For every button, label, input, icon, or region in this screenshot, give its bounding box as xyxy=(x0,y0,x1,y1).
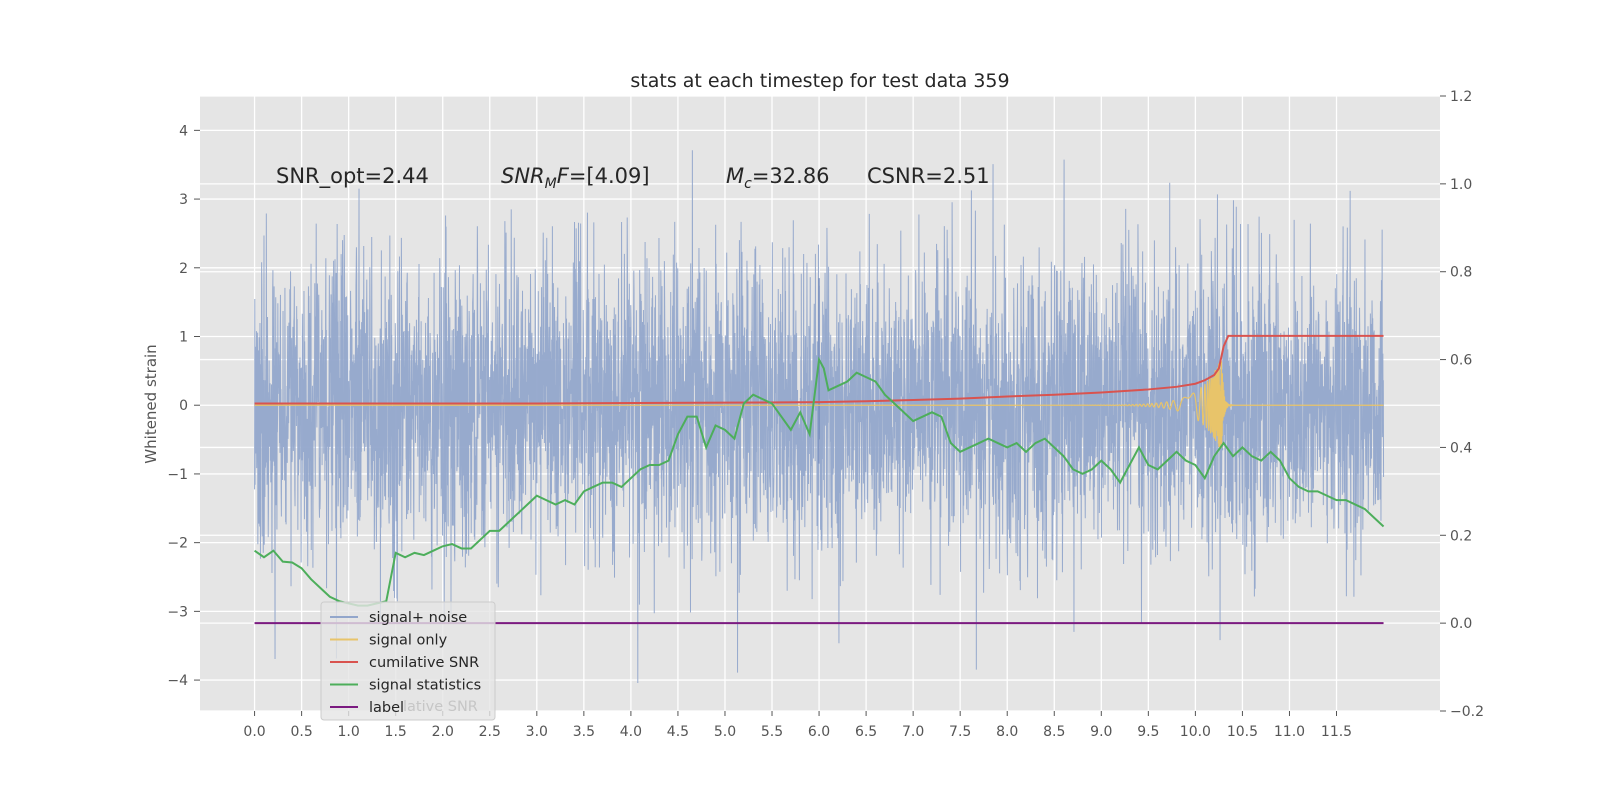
y2-tick-label-7: 1.2 xyxy=(1450,89,1472,105)
annotation-snr-mf-tail: F xyxy=(557,164,570,188)
x-tick-label-0: 0.0 xyxy=(243,724,265,740)
x-tick-label-9: 4.5 xyxy=(667,724,689,740)
y2-tick-label-5: 0.8 xyxy=(1450,265,1472,281)
legend-frame xyxy=(320,601,496,721)
legend-entries: signal+ noise signal only cumilative SNR si… xyxy=(330,610,481,716)
x-tick-label-10: 5.0 xyxy=(714,724,736,740)
x-tick-label-8: 4.0 xyxy=(620,724,642,740)
y-axis-ticks: −4 −3 −2 −1 0 1 2 3 4 xyxy=(167,123,200,689)
y2-axis-ticks: −0.2 0.0 0.2 0.4 0.6 0.8 1.0 1.2 xyxy=(1440,89,1484,720)
y2-tick-label-4: 0.6 xyxy=(1450,353,1472,369)
series-signal-plus-noise xyxy=(254,150,1385,684)
series-line-cumilative-snr xyxy=(254,334,1384,405)
x-tick-label-5: 2.5 xyxy=(479,724,501,740)
legend-label-3: signal statistics xyxy=(369,678,481,694)
y-tick-label-5: 1 xyxy=(179,330,188,346)
x-tick-label-21: 10.5 xyxy=(1227,724,1258,740)
annotation-mc-sub: c xyxy=(744,176,752,192)
annotation-snr-mf-main: SNR xyxy=(501,164,545,188)
x-tick-label-18: 9.0 xyxy=(1090,724,1112,740)
annotation-snr-mf-sub: M xyxy=(545,176,557,192)
legend-label-4: label xyxy=(369,700,404,716)
x-tick-label-16: 8.0 xyxy=(996,724,1018,740)
annotations: SNR_opt=2.44 SNRMF=[4.09] Mc=32.86 CSNR=… xyxy=(276,164,990,192)
y-tick-label-3: −1 xyxy=(167,467,188,483)
y-tick-label-4: 0 xyxy=(179,398,188,414)
x-tick-label-23: 11.5 xyxy=(1321,724,1352,740)
y2-tick-label-1: 0.0 xyxy=(1450,616,1472,632)
y2-tick-label-2: 0.2 xyxy=(1450,528,1472,544)
x-tick-label-13: 6.5 xyxy=(855,724,877,740)
x-tick-label-12: 6.0 xyxy=(808,724,830,740)
series-signal-only xyxy=(254,361,1384,449)
legend-hidden-text: lative SNR xyxy=(403,699,478,715)
annotation-csnr: CSNR=2.51 xyxy=(867,164,990,188)
series-line-signal-statistics xyxy=(253,356,1385,607)
annotation-snr-mf: SNRMF=[4.09] xyxy=(501,164,650,192)
chart-title: stats at each timestep for test data 359 xyxy=(630,70,1009,92)
x-axis-ticks: 0.0 0.5 1.0 1.5 2.0 2.5 3.0 3.5 4.0 4.5 5.0 5.5 6.0 6… xyxy=(243,711,1352,740)
y-tick-label-8: 4 xyxy=(179,123,188,139)
legend-label-0: signal+ noise xyxy=(369,610,467,626)
x-tick-label-19: 9.5 xyxy=(1137,724,1159,740)
x-tick-label-22: 11.0 xyxy=(1274,724,1305,740)
y2-tick-label-6: 1.0 xyxy=(1450,177,1472,193)
x-tick-label-6: 3.0 xyxy=(526,724,548,740)
y-tick-label-6: 2 xyxy=(179,261,188,277)
legend: lative SNR signal+ noise signal only cumil… xyxy=(320,601,496,721)
x-tick-label-2: 1.0 xyxy=(338,724,360,740)
y-tick-label-7: 3 xyxy=(179,192,188,208)
x-tick-label-15: 7.5 xyxy=(949,724,971,740)
series-line-signal-only xyxy=(254,361,1384,449)
x-tick-label-4: 2.0 xyxy=(432,724,454,740)
x-tick-label-7: 3.5 xyxy=(573,724,595,740)
x-tick-label-11: 5.5 xyxy=(761,724,783,740)
annotation-snr-mf-value: =[4.09] xyxy=(569,164,650,188)
y2-tick-label-3: 0.4 xyxy=(1450,440,1472,456)
y-tick-label-0: −4 xyxy=(167,673,188,689)
annotation-mc: Mc=32.86 xyxy=(726,164,830,192)
x-tick-label-17: 8.5 xyxy=(1043,724,1065,740)
x-tick-label-14: 7.0 xyxy=(902,724,924,740)
legend-label-1: signal only xyxy=(369,633,448,649)
annotation-mc-main: M xyxy=(726,164,744,188)
y-tick-label-1: −3 xyxy=(167,604,188,620)
y-tick-label-2: −2 xyxy=(167,536,188,552)
annotation-snr-opt: SNR_opt=2.44 xyxy=(276,164,429,189)
x-tick-label-20: 10.0 xyxy=(1180,724,1211,740)
annotation-mc-value: =32.86 xyxy=(752,164,830,188)
x-tick-label-1: 0.5 xyxy=(290,724,312,740)
y-axis-label: Whitened strain xyxy=(142,344,160,463)
y2-tick-label-0: −0.2 xyxy=(1450,704,1484,720)
legend-label-2: cumilative SNR xyxy=(369,655,479,671)
x-tick-label-3: 1.5 xyxy=(385,724,407,740)
